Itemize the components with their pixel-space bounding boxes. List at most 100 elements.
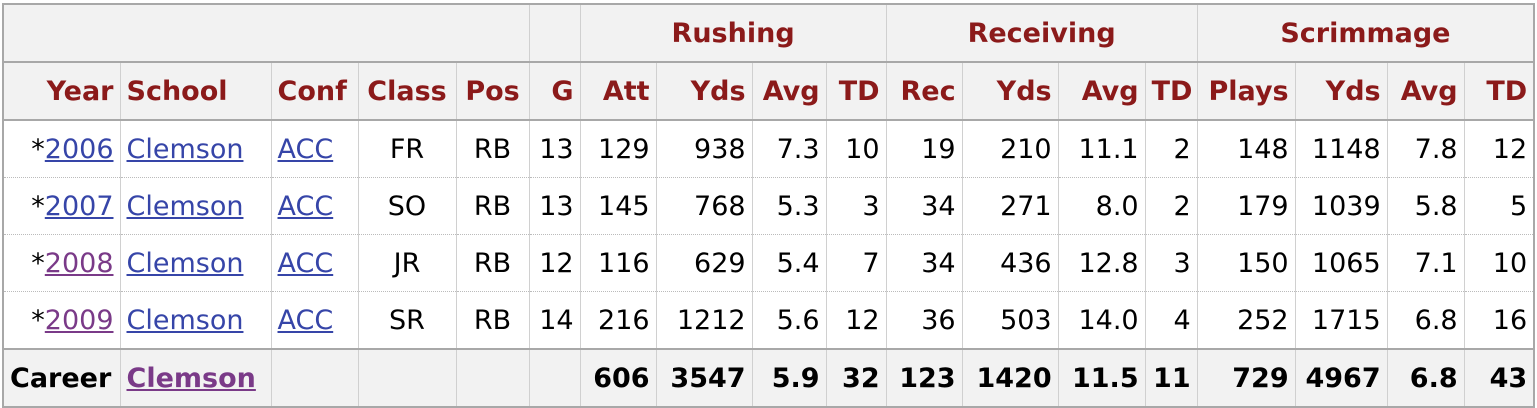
group-receiving: Receiving xyxy=(885,4,1198,63)
col-rush-att[interactable]: Att xyxy=(579,62,657,121)
g-cell: 12 xyxy=(528,234,581,292)
pos-cell: RB xyxy=(455,291,530,350)
career-rec-avg: 11.5 xyxy=(1057,349,1146,407)
col-rec-td[interactable]: TD xyxy=(1144,62,1198,121)
col-scr-avg[interactable]: Avg xyxy=(1386,62,1465,121)
col-pos[interactable]: Pos xyxy=(455,62,530,121)
conf-link[interactable]: ACC xyxy=(277,304,334,336)
conf-link[interactable]: ACC xyxy=(277,133,334,165)
rec-td-cell: 3 xyxy=(1144,234,1198,292)
career-g-cell xyxy=(528,349,581,407)
rec-rec-cell: 34 xyxy=(885,177,963,235)
pos-cell: RB xyxy=(455,120,530,178)
rush-avg-cell: 7.3 xyxy=(751,120,827,178)
career-scr-yds: 4967 xyxy=(1294,349,1388,407)
school-link[interactable]: Clemson xyxy=(126,190,244,222)
col-rush-yds[interactable]: Yds xyxy=(655,62,753,121)
career-label: Career xyxy=(3,349,120,407)
scr-plays-cell: 179 xyxy=(1196,177,1296,235)
scr-yds-cell: 1039 xyxy=(1294,177,1388,235)
col-year[interactable]: Year xyxy=(3,62,120,121)
rush-yds-cell: 629 xyxy=(655,234,753,292)
rush-yds-cell: 1212 xyxy=(655,291,753,350)
col-scr-yds[interactable]: Yds xyxy=(1294,62,1388,121)
scr-plays-cell: 150 xyxy=(1196,234,1296,292)
rush-att-cell: 145 xyxy=(579,177,657,235)
rush-yds-cell: 768 xyxy=(655,177,753,235)
class-cell: JR xyxy=(357,234,456,292)
scr-plays-cell: 148 xyxy=(1196,120,1296,178)
year-link[interactable]: 2006 xyxy=(44,133,114,165)
school-cell: Clemson xyxy=(119,177,271,235)
year-cell: *2009 xyxy=(3,291,120,350)
col-school[interactable]: School xyxy=(119,62,271,121)
scr-avg-cell: 5.8 xyxy=(1386,177,1465,235)
rec-td-cell: 2 xyxy=(1144,177,1198,235)
rec-td-cell: 4 xyxy=(1144,291,1198,350)
g-cell: 14 xyxy=(528,291,581,350)
g-cell: 13 xyxy=(528,120,581,178)
year-link[interactable]: 2007 xyxy=(44,190,114,222)
school-link[interactable]: Clemson xyxy=(126,133,244,165)
selection-marker: * xyxy=(31,133,45,165)
class-cell: FR xyxy=(357,120,456,178)
school-cell: Clemson xyxy=(119,291,271,350)
rec-avg-cell: 12.8 xyxy=(1057,234,1146,292)
col-scr-td[interactable]: TD xyxy=(1463,62,1535,121)
career-scr-plays: 729 xyxy=(1196,349,1296,407)
career-rush-yds: 3547 xyxy=(655,349,753,407)
table-row: *2008 Clemson ACC JR RB 12 116 629 5.4 7 34 436 12.8… xyxy=(3,234,1535,292)
scr-yds-cell: 1148 xyxy=(1294,120,1388,178)
table-row: *2009 Clemson ACC SR RB 14 216 1212 5.6 12 36 503 14… xyxy=(3,291,1535,350)
pos-cell: RB xyxy=(455,234,530,292)
career-rush-avg: 5.9 xyxy=(751,349,827,407)
selection-marker: * xyxy=(31,304,45,336)
scr-td-cell: 12 xyxy=(1463,120,1535,178)
column-header-row: Year School Conf Class Pos G Att Yds Avg… xyxy=(3,62,1535,121)
scr-plays-cell: 252 xyxy=(1196,291,1296,350)
col-rec-yds[interactable]: Yds xyxy=(961,62,1059,121)
rush-avg-cell: 5.3 xyxy=(751,177,827,235)
conf-link[interactable]: ACC xyxy=(277,247,334,279)
career-rec-yds: 1420 xyxy=(961,349,1059,407)
rush-avg-cell: 5.6 xyxy=(751,291,827,350)
col-rec-rec[interactable]: Rec xyxy=(885,62,963,121)
career-rush-td: 32 xyxy=(825,349,887,407)
rush-att-cell: 129 xyxy=(579,120,657,178)
career-school-cell: Clemson xyxy=(119,349,271,407)
conf-link[interactable]: ACC xyxy=(277,190,334,222)
rush-td-cell: 3 xyxy=(825,177,887,235)
rec-avg-cell: 8.0 xyxy=(1057,177,1146,235)
col-rush-avg[interactable]: Avg xyxy=(751,62,827,121)
scr-td-cell: 10 xyxy=(1463,234,1535,292)
conf-cell: ACC xyxy=(270,234,358,292)
rush-att-cell: 216 xyxy=(579,291,657,350)
rec-avg-cell: 14.0 xyxy=(1057,291,1146,350)
blank-g-group-cell xyxy=(528,4,581,63)
group-header-row: Rushing Receiving Scrimmage xyxy=(3,4,1535,63)
table-row: *2006 Clemson ACC FR RB 13 129 938 7.3 10 19 210 11.… xyxy=(3,120,1535,178)
year-link[interactable]: 2009 xyxy=(44,304,114,336)
school-cell: Clemson xyxy=(119,234,271,292)
col-g[interactable]: G xyxy=(528,62,581,121)
rush-att-cell: 116 xyxy=(579,234,657,292)
col-rec-avg[interactable]: Avg xyxy=(1057,62,1146,121)
rush-td-cell: 10 xyxy=(825,120,887,178)
college-stats-table: Rushing Receiving Scrimmage Year School … xyxy=(2,3,1536,408)
col-class[interactable]: Class xyxy=(357,62,456,121)
col-scr-plays[interactable]: Plays xyxy=(1196,62,1296,121)
blank-group-cell xyxy=(3,4,530,63)
career-class-cell xyxy=(357,349,456,407)
year-cell: *2008 xyxy=(3,234,120,292)
col-rush-td[interactable]: TD xyxy=(825,62,887,121)
conf-cell: ACC xyxy=(270,177,358,235)
career-school-link[interactable]: Clemson xyxy=(126,362,256,394)
year-link[interactable]: 2008 xyxy=(44,247,114,279)
career-conf-cell xyxy=(270,349,358,407)
col-conf[interactable]: Conf xyxy=(270,62,358,121)
career-scr-avg: 6.8 xyxy=(1386,349,1465,407)
g-cell: 13 xyxy=(528,177,581,235)
school-link[interactable]: Clemson xyxy=(126,304,244,336)
stats-body: *2006 Clemson ACC FR RB 13 129 938 7.3 10 19 210 11.… xyxy=(3,120,1535,350)
school-link[interactable]: Clemson xyxy=(126,247,244,279)
